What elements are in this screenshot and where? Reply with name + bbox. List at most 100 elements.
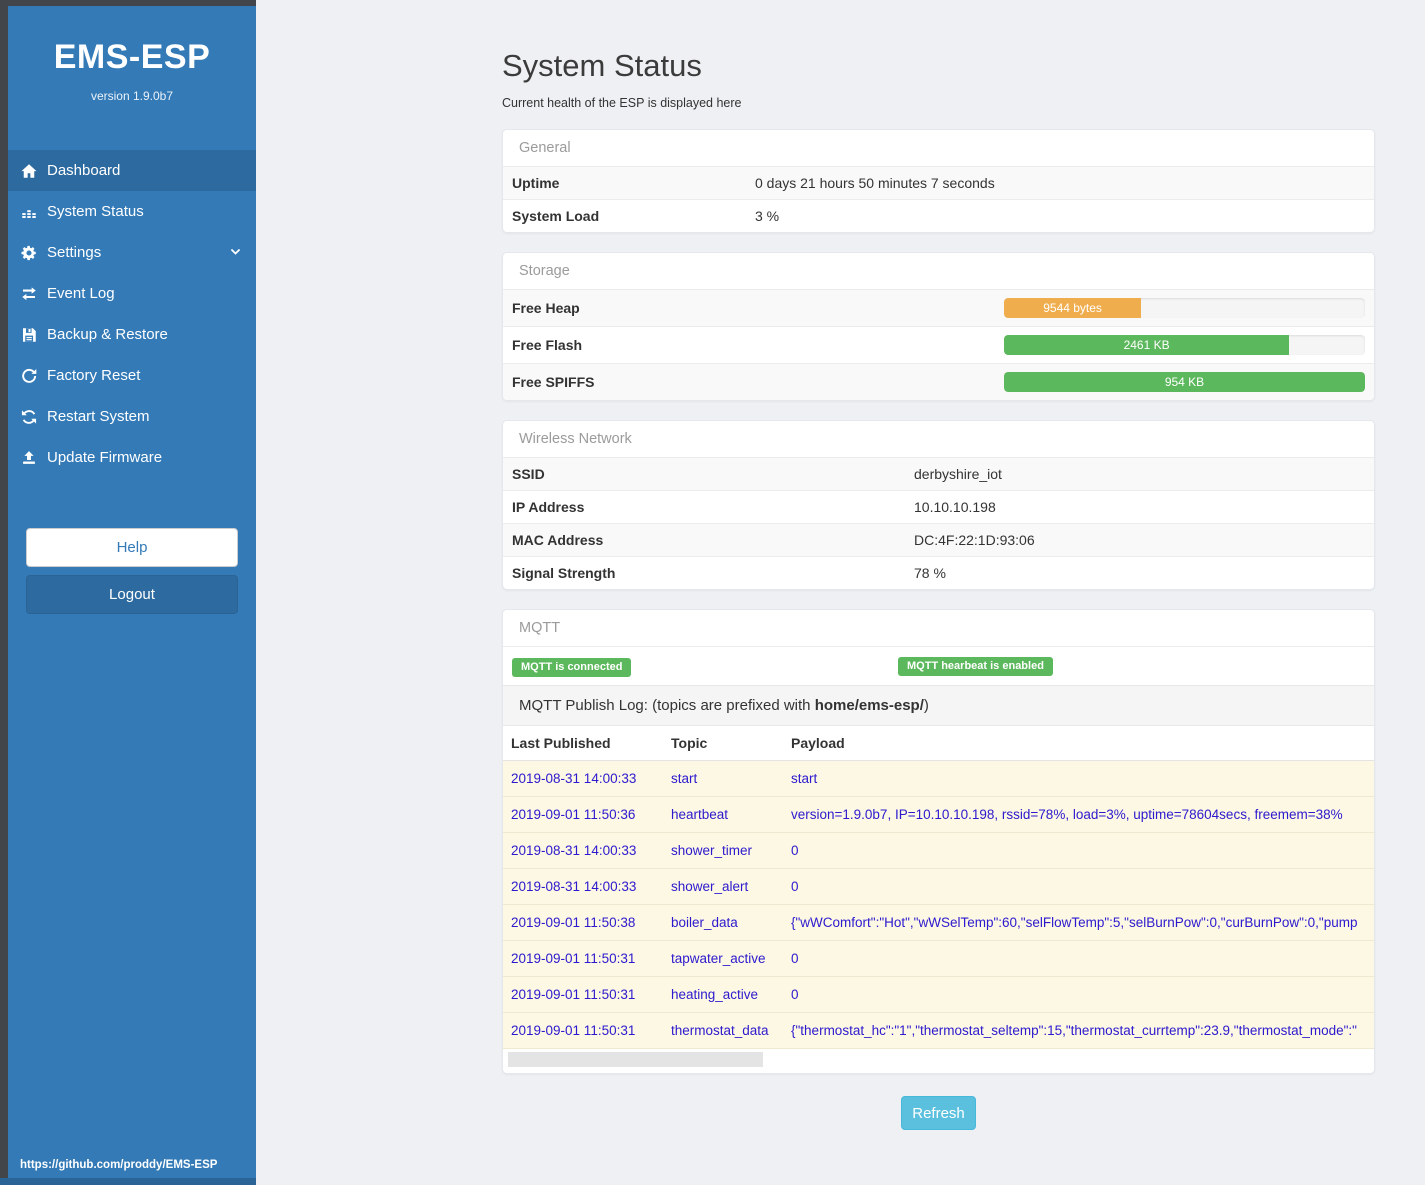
row-label: Uptime xyxy=(512,175,755,191)
row-value: 3 % xyxy=(755,208,779,224)
gear-icon xyxy=(20,244,38,262)
upload-icon xyxy=(20,449,38,467)
cell-time: 2019-08-31 14:00:33 xyxy=(503,869,663,905)
floppy-save-icon xyxy=(20,326,38,344)
panel-general: General Uptime0 days 21 hours 50 minutes… xyxy=(502,129,1375,233)
storage-row: Free SPIFFS954 KB xyxy=(503,363,1374,400)
row-label: Signal Strength xyxy=(512,565,914,581)
row-label: SSID xyxy=(512,466,914,482)
panel-wireless-title: Wireless Network xyxy=(503,421,1374,458)
storage-row: Free Heap9544 bytes xyxy=(503,290,1374,326)
sidebar-item-restart-system[interactable]: Restart System xyxy=(8,396,256,437)
row-value: 78 % xyxy=(914,565,946,581)
cell-topic: thermostat_data xyxy=(663,1013,783,1049)
cell-time: 2019-09-01 11:50:38 xyxy=(503,905,663,941)
table-row: 2019-08-31 14:00:33startstart xyxy=(503,761,1374,797)
cell-payload: 0 xyxy=(783,941,1374,977)
progress-bar-fill: 9544 bytes xyxy=(1004,298,1141,318)
cell-payload: 0 xyxy=(783,833,1374,869)
row-label: Free Flash xyxy=(512,337,1004,353)
progress-bar-track: 954 KB xyxy=(1004,372,1365,392)
sidebar-item-label: Restart System xyxy=(47,408,150,425)
home-icon xyxy=(20,162,38,180)
cell-payload: version=1.9.0b7, IP=10.10.10.198, rssid=… xyxy=(783,797,1374,833)
status-row: System Load3 % xyxy=(503,199,1374,232)
status-row: SSIDderbyshire_iot xyxy=(503,458,1374,490)
row-value: 0 days 21 hours 50 minutes 7 seconds xyxy=(755,175,995,191)
row-value: 10.10.10.198 xyxy=(914,499,996,515)
mqtt-status-badges: MQTT is connected MQTT hearbeat is enable… xyxy=(503,647,1374,685)
cell-time: 2019-09-01 11:50:31 xyxy=(503,941,663,977)
refresh-button[interactable]: Refresh xyxy=(901,1096,976,1130)
system-status-icon xyxy=(20,203,38,221)
cell-time: 2019-08-31 14:00:33 xyxy=(503,833,663,869)
table-row: 2019-09-01 11:50:36heartbeatversion=1.9.… xyxy=(503,797,1374,833)
row-label: IP Address xyxy=(512,499,914,515)
github-link[interactable]: https://github.com/proddy/EMS-ESP xyxy=(20,1159,217,1171)
table-row: 2019-09-01 11:50:31thermostat_data{"ther… xyxy=(503,1013,1374,1049)
storage-row: Free Flash2461 KB xyxy=(503,326,1374,363)
logout-button[interactable]: Logout xyxy=(26,575,238,614)
cell-time: 2019-09-01 11:50:31 xyxy=(503,1013,663,1049)
status-row: Uptime0 days 21 hours 50 minutes 7 secon… xyxy=(503,167,1374,199)
sidebar-item-dashboard[interactable]: Dashboard xyxy=(8,150,256,191)
sidebar-item-settings[interactable]: Settings xyxy=(8,232,256,273)
row-label: Free SPIFFS xyxy=(512,374,1004,390)
publish-log-topic-prefix: home/ems-esp/ xyxy=(815,697,924,714)
panel-general-title: General xyxy=(503,130,1374,167)
publish-log-text-suffix: ) xyxy=(924,697,929,714)
cell-payload: {"wWComfort":"Hot","wWSelTemp":60,"selFl… xyxy=(783,905,1374,941)
cell-topic: heating_active xyxy=(663,977,783,1013)
swap-arrows-icon xyxy=(20,285,38,303)
restart-arrows-icon xyxy=(20,408,38,426)
panel-mqtt-title: MQTT xyxy=(503,610,1374,647)
sidebar: EMS-ESP version 1.9.0b7 DashboardSystem … xyxy=(0,0,256,1185)
page-title: System Status xyxy=(502,48,1375,84)
cell-time: 2019-08-31 14:00:33 xyxy=(503,761,663,797)
cell-topic: shower_alert xyxy=(663,869,783,905)
app-version: version 1.9.0b7 xyxy=(8,89,256,103)
sidebar-item-factory-reset[interactable]: Factory Reset xyxy=(8,355,256,396)
cell-payload: start xyxy=(783,761,1374,797)
cell-payload: 0 xyxy=(783,869,1374,905)
row-value: DC:4F:22:1D:93:06 xyxy=(914,532,1035,548)
sidebar-item-backup-restore[interactable]: Backup & Restore xyxy=(8,314,256,355)
sidebar-item-label: Settings xyxy=(47,244,101,261)
cell-topic: start xyxy=(663,761,783,797)
cell-payload: {"thermostat_hc":"1","thermostat_seltemp… xyxy=(783,1013,1374,1049)
chevron-down-icon xyxy=(229,245,242,262)
sidebar-item-label: Update Firmware xyxy=(47,449,162,466)
progress-bar-fill: 2461 KB xyxy=(1004,335,1289,355)
mqtt-status-badge: MQTT hearbeat is enabled xyxy=(898,657,1053,676)
status-row: Signal Strength78 % xyxy=(503,556,1374,589)
sidebar-item-event-log[interactable]: Event Log xyxy=(8,273,256,314)
panel-storage-title: Storage xyxy=(503,253,1374,290)
sidebar-item-label: Event Log xyxy=(47,285,115,302)
table-row: 2019-09-01 11:50:31tapwater_active0 xyxy=(503,941,1374,977)
row-label: System Load xyxy=(512,208,755,224)
cell-time: 2019-09-01 11:50:36 xyxy=(503,797,663,833)
progress-bar-track: 2461 KB xyxy=(1004,335,1365,355)
sidebar-item-system-status[interactable]: System Status xyxy=(8,191,256,232)
row-value: derbyshire_iot xyxy=(914,466,1002,482)
sidebar-item-update-firmware[interactable]: Update Firmware xyxy=(8,437,256,478)
row-label: MAC Address xyxy=(512,532,914,548)
progress-bar-fill: 954 KB xyxy=(1004,372,1365,392)
table-row: 2019-08-31 14:00:33shower_timer0 xyxy=(503,833,1374,869)
sidebar-item-label: Backup & Restore xyxy=(47,326,168,343)
column-header: Last Published xyxy=(503,726,663,761)
cell-payload: 0 xyxy=(783,977,1374,1013)
scrollbar-thumb[interactable] xyxy=(508,1052,763,1067)
help-button[interactable]: Help xyxy=(26,528,238,567)
panel-storage: Storage Free Heap9544 bytesFree Flash246… xyxy=(502,252,1375,401)
sidebar-menu: Dashboard System Status Settings Event Log B… xyxy=(8,150,256,478)
sidebar-footer-bar xyxy=(0,1178,256,1185)
cell-topic: shower_timer xyxy=(663,833,783,869)
status-row: MAC AddressDC:4F:22:1D:93:06 xyxy=(503,523,1374,556)
horizontal-scrollbar[interactable] xyxy=(503,1049,1374,1073)
sidebar-item-label: Dashboard xyxy=(47,162,120,179)
page-subtitle: Current health of the ESP is displayed h… xyxy=(502,96,1375,110)
table-row: 2019-09-01 11:50:31heating_active0 xyxy=(503,977,1374,1013)
main-content: System Status Current health of the ESP … xyxy=(256,0,1425,1185)
mqtt-status-badge: MQTT is connected xyxy=(512,658,631,677)
